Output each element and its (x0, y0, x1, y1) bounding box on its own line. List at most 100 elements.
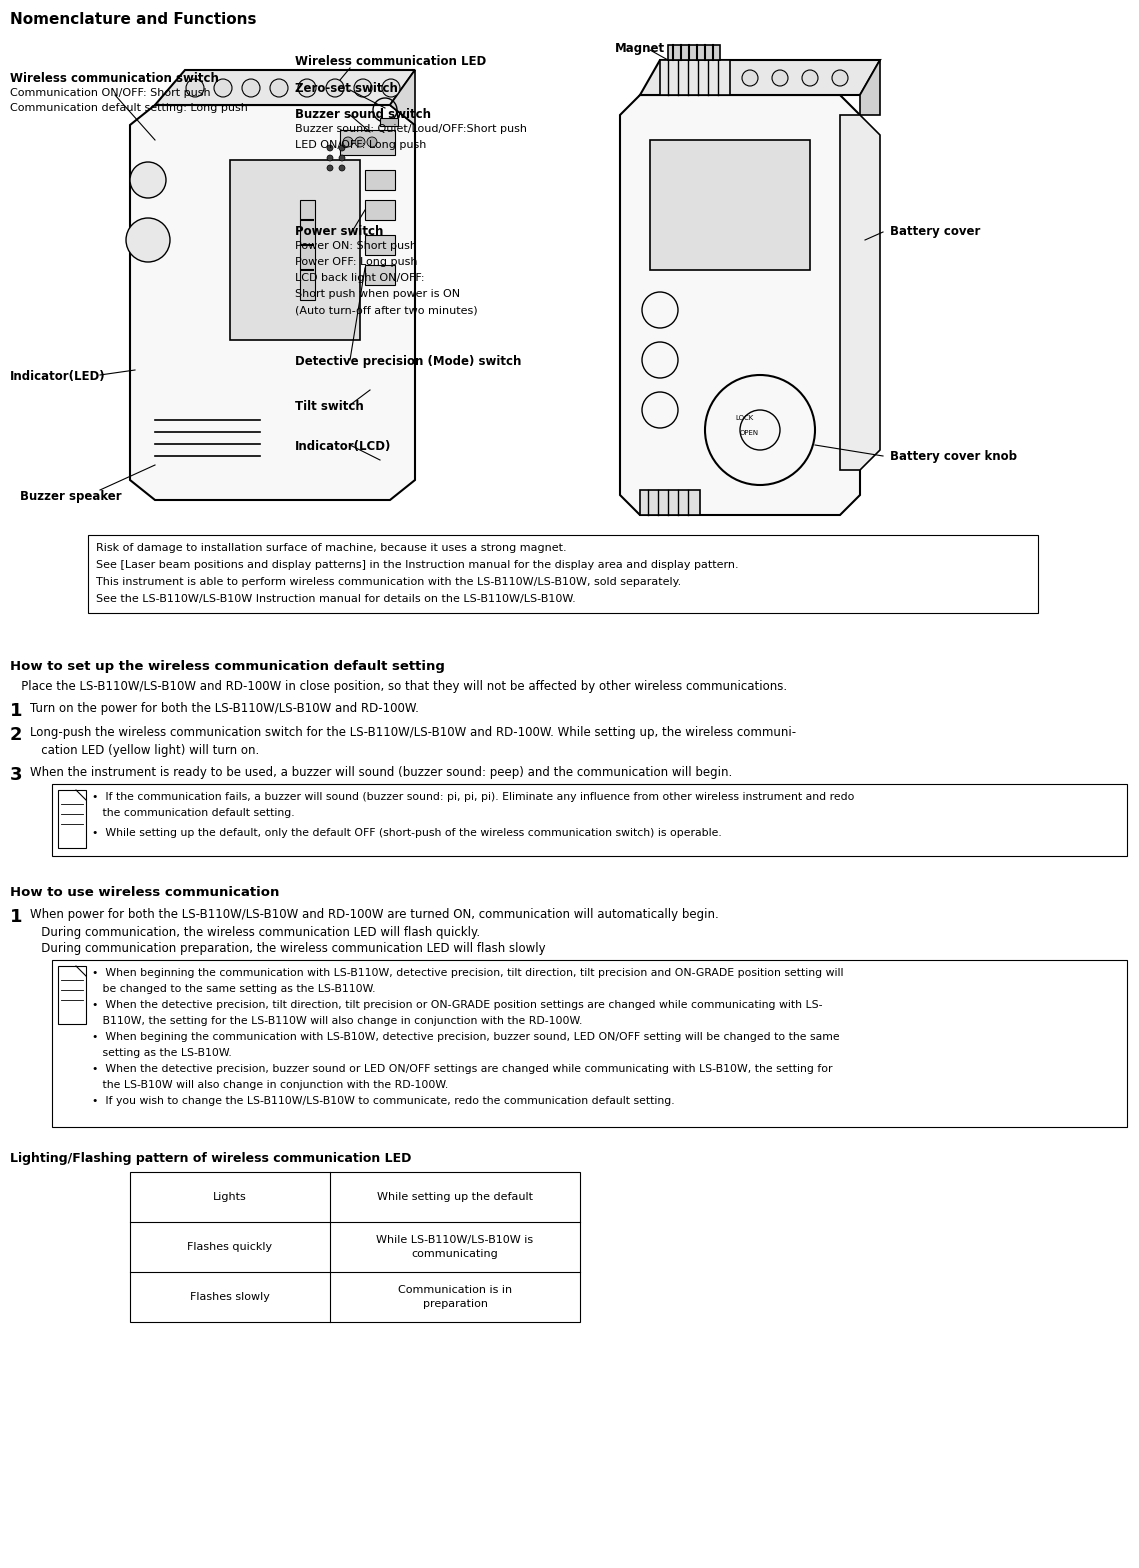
Text: Battery cover knob: Battery cover knob (890, 450, 1017, 463)
Text: 2: 2 (10, 726, 23, 743)
Text: 1: 1 (10, 908, 23, 927)
Bar (364, 201, 395, 220)
Text: Detective precision (Mode) switch: Detective precision (Mode) switch (295, 354, 522, 368)
Text: Risk of damage to installation surface of machine, because it uses a strong magn: Risk of damage to installation surface o… (96, 543, 566, 554)
Bar (52, 784, 1126, 856)
Circle shape (339, 165, 345, 171)
Text: See the LS-B110W/LS-B10W Instruction manual for details on the LS-B110W/LS-B10W.: See the LS-B110W/LS-B10W Instruction man… (96, 594, 575, 604)
Circle shape (339, 155, 345, 162)
Polygon shape (640, 491, 700, 514)
Circle shape (214, 78, 232, 97)
Text: communicating: communicating (411, 1250, 499, 1259)
Text: Flashes quickly: Flashes quickly (188, 1242, 272, 1251)
Text: LCD back light ON/OFF:: LCD back light ON/OFF: (295, 273, 425, 282)
Text: Indicator(LCD): Indicator(LCD) (295, 441, 392, 453)
Text: Power switch: Power switch (295, 224, 384, 238)
Text: Flashes slowly: Flashes slowly (190, 1292, 270, 1301)
Bar (58, 966, 87, 1024)
Text: B110W, the setting for the LS-B110W will also change in conjunction with the RD-: B110W, the setting for the LS-B110W will… (92, 1016, 582, 1025)
Circle shape (126, 218, 170, 262)
Text: Battery cover: Battery cover (890, 224, 981, 238)
Polygon shape (860, 60, 880, 114)
Circle shape (354, 78, 372, 97)
Text: the LS-B10W will also change in conjunction with the RD-100W.: the LS-B10W will also change in conjunct… (92, 1080, 449, 1090)
Text: OPEN: OPEN (740, 430, 759, 436)
Text: Power OFF: Long push: Power OFF: Long push (295, 257, 418, 267)
Text: Turn on the power for both the LS-B110W/LS-B10W and RD-100W.: Turn on the power for both the LS-B110W/… (30, 702, 419, 715)
Bar (230, 160, 360, 340)
Circle shape (327, 144, 333, 151)
Circle shape (270, 78, 288, 97)
Text: (Auto turn-off after two minutes): (Auto turn-off after two minutes) (295, 306, 477, 315)
Text: How to use wireless communication: How to use wireless communication (10, 886, 279, 898)
Polygon shape (130, 105, 415, 500)
Bar (650, 140, 810, 270)
Text: Wireless communication switch: Wireless communication switch (10, 72, 219, 85)
Text: Lights: Lights (213, 1192, 247, 1203)
Bar (380, 118, 398, 125)
Text: Tilt switch: Tilt switch (295, 400, 363, 412)
Text: Short push when power is ON: Short push when power is ON (295, 289, 460, 299)
Polygon shape (640, 60, 880, 96)
Bar (300, 201, 316, 299)
Bar (364, 169, 395, 190)
Text: Indicator(LED): Indicator(LED) (10, 370, 106, 383)
Circle shape (772, 71, 788, 86)
Text: 3: 3 (10, 767, 23, 784)
Text: Communication is in: Communication is in (398, 1286, 513, 1295)
Text: preparation: preparation (423, 1298, 487, 1309)
Text: During communication, the wireless communication LED will flash quickly.: During communication, the wireless commu… (30, 927, 481, 939)
Circle shape (339, 144, 345, 151)
Text: Buzzer sound: Quiet/Loud/OFF:Short push: Buzzer sound: Quiet/Loud/OFF:Short push (295, 124, 527, 133)
Text: •  When begining the communication with LS-B10W, detective precision, buzzer sou: • When begining the communication with L… (92, 1032, 839, 1043)
Circle shape (326, 78, 344, 97)
Text: LOCK: LOCK (735, 416, 753, 420)
Text: Buzzer sound switch: Buzzer sound switch (295, 108, 431, 121)
Bar (52, 960, 1126, 1127)
Text: Nomenclature and Functions: Nomenclature and Functions (10, 13, 256, 27)
Text: LED ON/OFF: Long push: LED ON/OFF: Long push (295, 140, 426, 151)
Circle shape (741, 71, 757, 86)
Polygon shape (667, 45, 720, 60)
Polygon shape (155, 71, 415, 105)
Text: •  While setting up the default, only the default OFF (short-push of the wireles: • While setting up the default, only the… (92, 828, 722, 837)
Circle shape (298, 78, 316, 97)
Text: •  When the detective precision, buzzer sound or LED ON/OFF settings are changed: • When the detective precision, buzzer s… (92, 1065, 833, 1074)
Text: See [Laser beam positions and display patterns] in the Instruction manual for th: See [Laser beam positions and display pa… (96, 560, 738, 571)
Bar (341, 130, 395, 155)
Polygon shape (659, 60, 730, 96)
Text: •  When beginning the communication with LS-B110W, detective precision, tilt dir: • When beginning the communication with … (92, 967, 844, 978)
Text: be changed to the same setting as the LS-B110W.: be changed to the same setting as the LS… (92, 985, 376, 994)
Bar (364, 235, 395, 256)
Text: Power ON: Short push: Power ON: Short push (295, 241, 417, 251)
Circle shape (367, 136, 377, 147)
Circle shape (343, 136, 353, 147)
Circle shape (186, 78, 204, 97)
Text: the communication default setting.: the communication default setting. (92, 808, 295, 818)
Bar (364, 265, 395, 285)
Text: Communication default setting: Long push: Communication default setting: Long push (10, 103, 248, 113)
Circle shape (327, 165, 333, 171)
Text: While setting up the default: While setting up the default (377, 1192, 533, 1203)
Text: 1: 1 (10, 702, 23, 720)
Circle shape (831, 71, 849, 86)
Polygon shape (839, 114, 880, 470)
Text: When power for both the LS-B110W/LS-B10W and RD-100W are turned ON, communicatio: When power for both the LS-B110W/LS-B10W… (30, 908, 719, 920)
Text: How to set up the wireless communication default setting: How to set up the wireless communication… (10, 660, 445, 673)
Text: Place the LS-B110W/LS-B10W and RD-100W in close position, so that they will not : Place the LS-B110W/LS-B10W and RD-100W i… (10, 681, 787, 693)
Circle shape (241, 78, 260, 97)
Polygon shape (390, 71, 415, 125)
Text: •  If the communication fails, a buzzer will sound (buzzer sound: pi, pi, pi). E: • If the communication fails, a buzzer w… (92, 792, 854, 801)
Text: •  When the detective precision, tilt direction, tilt precision or ON-GRADE posi: • When the detective precision, tilt dir… (92, 1000, 822, 1010)
Circle shape (327, 155, 333, 162)
Text: cation LED (yellow light) will turn on.: cation LED (yellow light) will turn on. (30, 743, 260, 757)
Polygon shape (620, 96, 860, 514)
Circle shape (355, 136, 364, 147)
Bar (88, 535, 1038, 613)
Text: During communication preparation, the wireless communication LED will flash slow: During communication preparation, the wi… (30, 942, 546, 955)
Text: Long-push the wireless communication switch for the LS-B110W/LS-B10W and RD-100W: Long-push the wireless communication swi… (30, 726, 796, 739)
Text: setting as the LS-B10W.: setting as the LS-B10W. (92, 1047, 231, 1058)
Text: •  If you wish to change the LS-B110W/LS-B10W to communicate, redo the communica: • If you wish to change the LS-B110W/LS-… (92, 1096, 674, 1105)
Circle shape (130, 162, 166, 198)
Text: When the instrument is ready to be used, a buzzer will sound (buzzer sound: peep: When the instrument is ready to be used,… (30, 767, 732, 779)
